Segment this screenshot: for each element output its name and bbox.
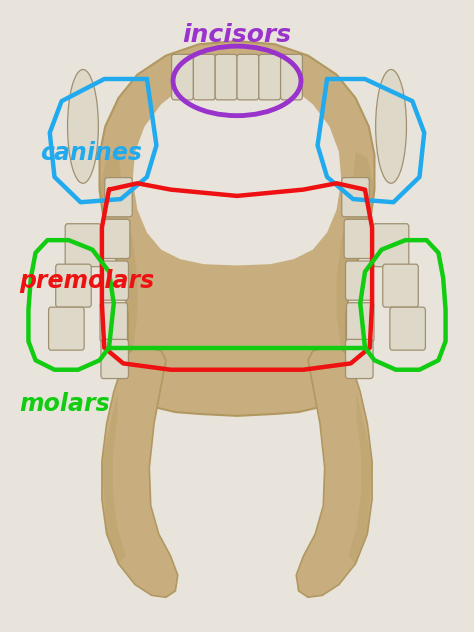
- FancyBboxPatch shape: [237, 54, 259, 100]
- Polygon shape: [337, 152, 374, 354]
- FancyBboxPatch shape: [373, 224, 409, 267]
- FancyBboxPatch shape: [105, 178, 132, 217]
- Polygon shape: [100, 41, 374, 416]
- FancyBboxPatch shape: [342, 178, 369, 217]
- Polygon shape: [296, 348, 372, 597]
- FancyBboxPatch shape: [65, 224, 100, 267]
- Polygon shape: [100, 152, 137, 354]
- FancyBboxPatch shape: [100, 303, 128, 342]
- FancyBboxPatch shape: [383, 264, 418, 307]
- FancyBboxPatch shape: [193, 54, 215, 100]
- FancyBboxPatch shape: [346, 261, 373, 300]
- Polygon shape: [102, 392, 126, 564]
- FancyBboxPatch shape: [390, 307, 425, 350]
- FancyBboxPatch shape: [259, 54, 281, 100]
- Polygon shape: [348, 392, 372, 564]
- FancyBboxPatch shape: [346, 339, 373, 379]
- FancyBboxPatch shape: [281, 54, 302, 100]
- FancyBboxPatch shape: [101, 339, 128, 379]
- Text: premolars: premolars: [19, 269, 154, 293]
- Polygon shape: [102, 348, 178, 597]
- FancyBboxPatch shape: [346, 303, 374, 342]
- FancyBboxPatch shape: [102, 219, 130, 258]
- FancyBboxPatch shape: [344, 219, 372, 258]
- FancyBboxPatch shape: [101, 261, 128, 300]
- FancyBboxPatch shape: [172, 54, 193, 100]
- FancyBboxPatch shape: [215, 54, 237, 100]
- Ellipse shape: [375, 70, 406, 183]
- Text: incisors: incisors: [182, 23, 292, 47]
- Ellipse shape: [67, 70, 99, 183]
- FancyBboxPatch shape: [56, 264, 91, 307]
- Polygon shape: [133, 73, 341, 265]
- FancyBboxPatch shape: [49, 307, 84, 350]
- Text: molars: molars: [19, 392, 109, 416]
- Text: canines: canines: [40, 141, 142, 165]
